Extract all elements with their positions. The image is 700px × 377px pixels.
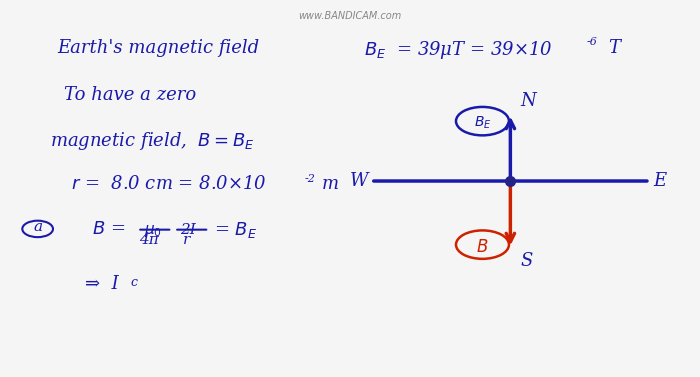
Text: S: S [521, 252, 533, 270]
Text: $B$: $B$ [476, 239, 489, 256]
Text: -2: -2 [304, 173, 316, 184]
Text: $B_E$  = 39μT = 39×10: $B_E$ = 39μT = 39×10 [364, 39, 552, 61]
Text: $r$ =  8.0 cm = 8.0×10: $r$ = 8.0 cm = 8.0×10 [71, 175, 267, 193]
Text: magnetic field,  $B = B_E$: magnetic field, $B = B_E$ [50, 130, 255, 152]
Text: N: N [521, 92, 537, 110]
Text: E: E [653, 172, 666, 190]
Text: T: T [608, 39, 620, 57]
Text: 4π: 4π [139, 233, 158, 247]
Text: To have a zero: To have a zero [64, 86, 197, 104]
Text: a: a [33, 220, 42, 234]
Text: ⇒  I: ⇒ I [85, 274, 119, 293]
Text: 2I: 2I [180, 223, 195, 237]
Text: = $B_E$: = $B_E$ [214, 220, 257, 240]
Text: r: r [183, 233, 190, 247]
Text: $\mu_0$: $\mu_0$ [144, 223, 162, 239]
Text: c: c [130, 276, 137, 290]
Text: $B$ =: $B$ = [92, 220, 125, 238]
Text: W: W [350, 172, 368, 190]
Text: -6: -6 [587, 37, 598, 47]
Text: $B_E$: $B_E$ [474, 114, 491, 131]
Text: Earth's magnetic field: Earth's magnetic field [57, 39, 259, 57]
Text: m: m [322, 175, 340, 193]
Text: www.BANDICAM.com: www.BANDICAM.com [298, 11, 402, 21]
